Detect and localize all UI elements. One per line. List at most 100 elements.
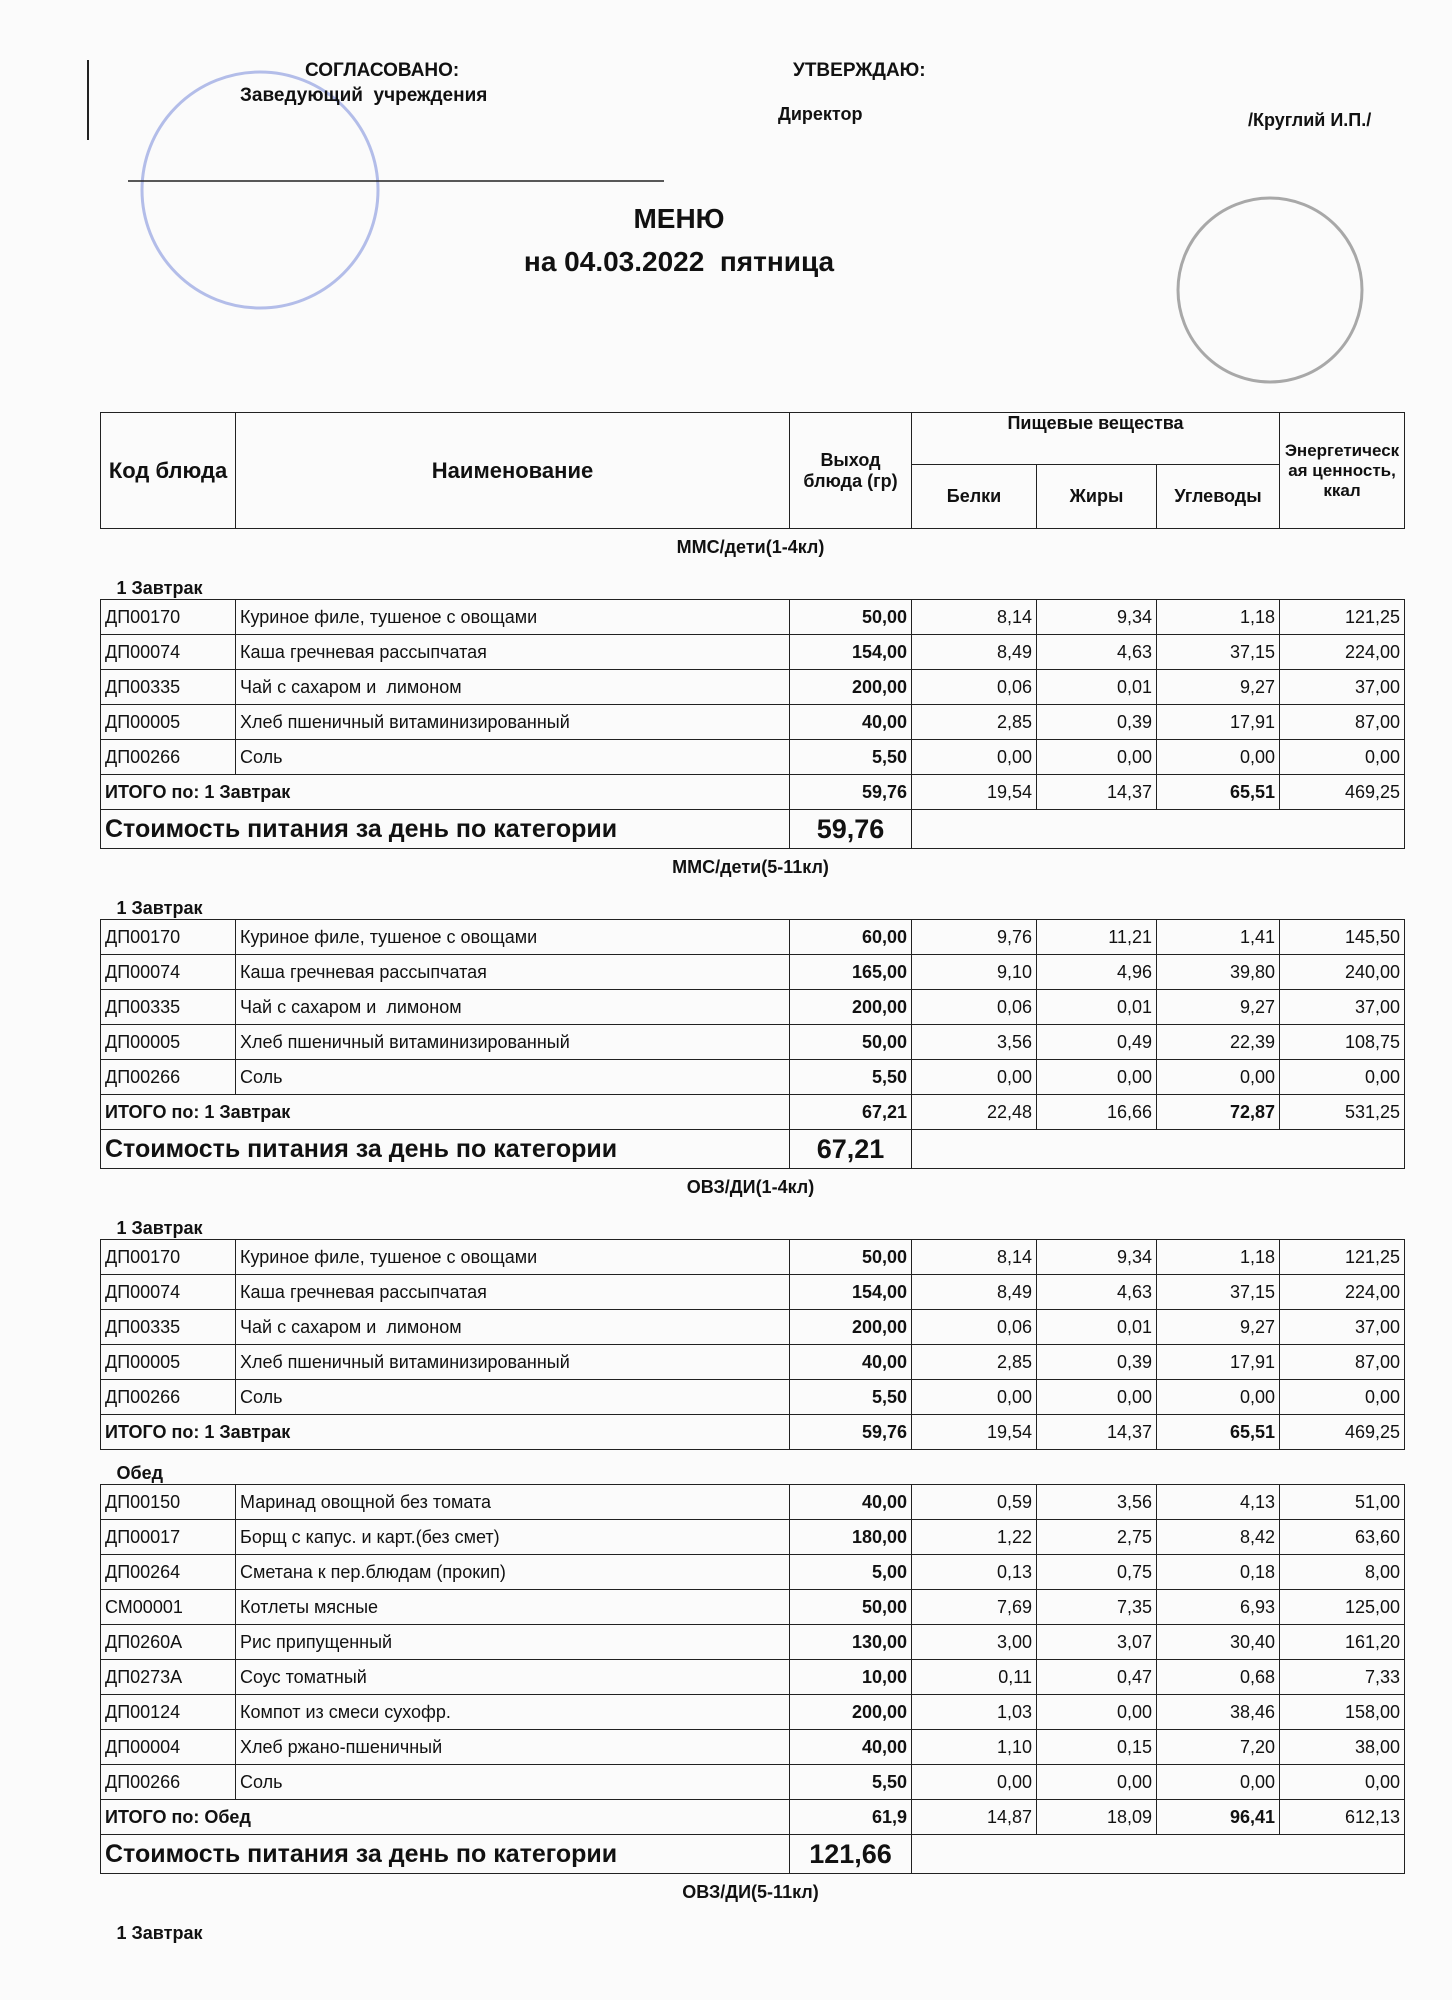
table-cell: ДП00266 bbox=[100, 1764, 236, 1800]
table-cell bbox=[910, 1834, 1406, 1874]
table-cell: 0,11 bbox=[911, 1659, 1037, 1695]
table-cell: ДП00074 bbox=[100, 634, 236, 670]
table-cell: 158,00 bbox=[1279, 1694, 1406, 1730]
table-cell: 8,14 bbox=[911, 599, 1037, 635]
table-cell: 37,15 bbox=[1155, 1274, 1281, 1310]
table-cell: 14,37 bbox=[1036, 774, 1157, 810]
stamp bbox=[140, 70, 380, 310]
table-cell: 0,13 bbox=[911, 1554, 1037, 1590]
table-cell: Соль bbox=[235, 1379, 790, 1415]
approve-position: Директор bbox=[778, 104, 863, 124]
table-cell: 0,00 bbox=[911, 1379, 1037, 1415]
table-cell: ДП00005 bbox=[100, 704, 236, 740]
table-cell: 9,27 bbox=[1155, 1309, 1281, 1345]
table-cell: 0,15 bbox=[1036, 1729, 1157, 1765]
table-cell: 3,07 bbox=[1036, 1624, 1157, 1660]
table-cell: ДП00005 bbox=[100, 1344, 236, 1380]
table-cell: Чай с сахаром и лимоном bbox=[235, 669, 790, 705]
table-cell: ДП00017 bbox=[100, 1519, 236, 1555]
table-cell: 0,01 bbox=[1036, 1309, 1157, 1345]
table-cell: Каша гречневая рассыпчатая bbox=[235, 1274, 790, 1310]
table-cell: 87,00 bbox=[1279, 1344, 1406, 1380]
table-cell: 1,10 bbox=[911, 1729, 1037, 1765]
table-row: ОВЗ/ДИ(5-11кл) bbox=[101, 1874, 1405, 1911]
table-cell: 0,00 bbox=[1279, 1764, 1406, 1800]
table-cell: 200,00 bbox=[789, 989, 912, 1025]
table-cell: СМ00001 bbox=[100, 1589, 236, 1625]
table-cell: 38,00 bbox=[1279, 1729, 1406, 1765]
header-cell: Энергетическая ценность, ккал bbox=[1279, 412, 1406, 529]
table-cell: 22,39 bbox=[1155, 1024, 1281, 1060]
table-cell: ИТОГО по: 1 Завтрак bbox=[100, 774, 790, 810]
table-cell: ДП00074 bbox=[100, 1274, 236, 1310]
table-cell: 4,63 bbox=[1036, 634, 1157, 670]
table-cell: 4,13 bbox=[1155, 1484, 1281, 1520]
table-cell: ОВЗ/ДИ(5-11кл) bbox=[682, 1881, 819, 1902]
table-cell: ДП00005 bbox=[100, 1024, 236, 1060]
table-cell: 50,00 bbox=[789, 599, 912, 635]
table-cell: 19,54 bbox=[911, 774, 1037, 810]
table-cell: 0,00 bbox=[1036, 1694, 1157, 1730]
table-row: ДП0260А Рис припущенный 130,00 3,00 3,07 30,4… bbox=[100, 1624, 1406, 1660]
table-cell: 0,00 bbox=[1279, 739, 1406, 775]
table-row: ИТОГО по: 1 Завтрак 59,76 19,54 14,37 65,51 4… bbox=[100, 1414, 1406, 1450]
table-cell: 4,96 bbox=[1036, 954, 1157, 990]
table-cell: 9,76 bbox=[911, 919, 1037, 955]
table-row: ИТОГО по: Обед 61,9 14,87 18,09 96,41 612,13 bbox=[100, 1799, 1406, 1835]
table-cell: ДП00266 bbox=[100, 1379, 236, 1415]
table-cell: 200,00 bbox=[789, 1694, 912, 1730]
table-cell: ДП00335 bbox=[100, 1309, 236, 1345]
table-cell: 0,06 bbox=[911, 669, 1037, 705]
table-cell: 0,01 bbox=[1036, 989, 1157, 1025]
table-cell: 0,59 bbox=[911, 1484, 1037, 1520]
table-cell: Соль bbox=[235, 1764, 790, 1800]
table-row: ДП00074 Каша гречневая рассыпчатая 165,00 9… bbox=[100, 954, 1406, 990]
table-cell: ДП0260А bbox=[100, 1624, 236, 1660]
table-cell: Рис припущенный bbox=[235, 1624, 790, 1660]
table-row: ДП00335 Чай с сахаром и лимоном 200,00 0,06… bbox=[100, 989, 1406, 1025]
table-cell: 0,00 bbox=[1155, 739, 1281, 775]
table-cell: Обед bbox=[116, 1463, 164, 1483]
table-cell: 39,80 bbox=[1155, 954, 1281, 990]
header-cell: Жиры bbox=[1036, 464, 1157, 529]
table-cell: 0,00 bbox=[911, 739, 1037, 775]
table-cell: 0,47 bbox=[1036, 1659, 1157, 1695]
table-cell: 1,22 bbox=[911, 1519, 1037, 1555]
table-cell: 51,00 bbox=[1279, 1484, 1406, 1520]
table-cell: 87,00 bbox=[1279, 704, 1406, 740]
table-cell: ДП00266 bbox=[100, 1059, 236, 1095]
table-cell: Соль bbox=[235, 739, 790, 775]
table-cell: 8,00 bbox=[1279, 1554, 1406, 1590]
table-cell: ИТОГО по: Обед bbox=[100, 1799, 790, 1835]
table-cell: 154,00 bbox=[789, 634, 912, 670]
table-row: 1 Завтрак bbox=[101, 565, 1405, 600]
table-row: ММС/дети(5-11кл) bbox=[101, 849, 1405, 886]
table-cell: 6,93 bbox=[1155, 1589, 1281, 1625]
table-cell: 3,00 bbox=[911, 1624, 1037, 1660]
table-cell: 0,01 bbox=[1036, 669, 1157, 705]
table-cell: 1 Завтрак bbox=[116, 1923, 203, 1943]
table-cell: 10,00 bbox=[789, 1659, 912, 1695]
table-cell: 1 Завтрак bbox=[116, 578, 203, 598]
table-cell: 40,00 bbox=[789, 1729, 912, 1765]
table-cell: ДП00170 bbox=[100, 599, 236, 635]
table-cell: 469,25 bbox=[1279, 774, 1406, 810]
table-cell: 96,41 bbox=[1155, 1799, 1281, 1835]
header-cell: Белки bbox=[911, 464, 1037, 529]
table-cell: 469,25 bbox=[1279, 1414, 1406, 1450]
table-cell: 59,76 bbox=[789, 1414, 912, 1450]
table-cell: 200,00 bbox=[789, 669, 912, 705]
table-cell: 4,63 bbox=[1036, 1274, 1157, 1310]
table-cell: 0,00 bbox=[1279, 1379, 1406, 1415]
table-cell: 8,14 bbox=[911, 1239, 1037, 1275]
table-cell: 612,13 bbox=[1279, 1799, 1406, 1835]
table-cell: 0,00 bbox=[1155, 1764, 1281, 1800]
table-cell: 40,00 bbox=[789, 704, 912, 740]
table-cell: 17,91 bbox=[1155, 1344, 1281, 1380]
table-cell: 0,06 bbox=[911, 989, 1037, 1025]
table-row: СМ00001 Котлеты мясные 50,00 7,69 7,35 6,93 12… bbox=[100, 1589, 1406, 1625]
table-cell: ДП00335 bbox=[100, 669, 236, 705]
table-cell: ДП00264 bbox=[100, 1554, 236, 1590]
